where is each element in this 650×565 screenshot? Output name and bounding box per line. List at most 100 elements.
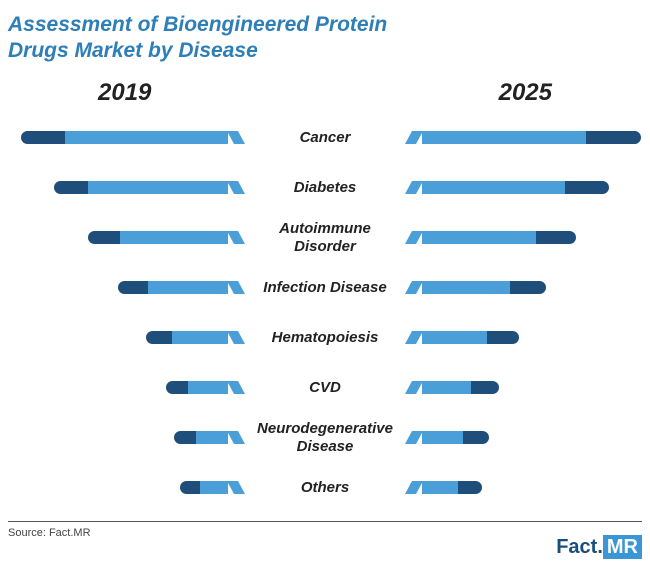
bar-slant-icon: [405, 181, 423, 194]
right-bar-wrap: [405, 481, 642, 494]
bar-slant-icon: [405, 331, 423, 344]
chart-container: Assessment of Bioengineered Protein Drug…: [8, 0, 642, 539]
right-bar-wrap: [405, 381, 642, 394]
left-bar-wrap: [8, 381, 245, 394]
bar-slant-icon: [227, 381, 245, 394]
bar-slant-icon: [405, 381, 423, 394]
right-bar: [405, 181, 610, 194]
bar-segment-light: [422, 481, 458, 494]
bar-slant-icon: [227, 431, 245, 444]
bar-slant-icon: [405, 431, 423, 444]
bar-segment-light: [65, 131, 228, 144]
right-bar: [405, 331, 520, 344]
bar-segment-light: [172, 331, 228, 344]
disease-label: Others: [245, 479, 405, 496]
chart-row: Autoimmune Disorder: [8, 217, 642, 259]
bar-segment-dark: [565, 181, 609, 194]
brand-logo: Fact.MR: [556, 536, 642, 559]
footer-rule: [8, 521, 642, 522]
bar-segment-dark: [463, 431, 489, 444]
right-bar: [405, 281, 547, 294]
right-bar: [405, 431, 490, 444]
bar-segment-light: [88, 181, 228, 194]
left-bar-wrap: [8, 131, 245, 144]
bar-segment-light: [196, 431, 228, 444]
year-header: 2019 2025: [8, 79, 642, 107]
bar-segment-dark: [536, 231, 576, 244]
left-bar: [87, 231, 245, 244]
bar-segment-dark: [471, 381, 499, 394]
left-bar: [20, 131, 245, 144]
bar-segment-light: [422, 331, 487, 344]
right-bar: [405, 381, 500, 394]
bar-segment-dark: [166, 381, 188, 394]
bar-segment-light: [422, 131, 586, 144]
bar-segment-dark: [180, 481, 200, 494]
chart-row: Infection Disease: [8, 267, 642, 309]
bar-segment-dark: [146, 331, 172, 344]
bar-segment-light: [148, 281, 228, 294]
bar-slant-icon: [227, 131, 245, 144]
right-bar: [405, 481, 483, 494]
bar-segment-dark: [118, 281, 148, 294]
chart-row: Hematopoiesis: [8, 317, 642, 359]
bar-slant-icon: [227, 181, 245, 194]
right-bar: [405, 231, 577, 244]
chart-rows: Cancer Diabetes Autoimmune Disorder Infecti…: [8, 117, 642, 509]
chart-row: Diabetes: [8, 167, 642, 209]
left-bar: [165, 381, 245, 394]
bar-segment-dark: [88, 231, 120, 244]
left-bar-wrap: [8, 231, 245, 244]
left-bar-wrap: [8, 181, 245, 194]
bar-segment-light: [188, 381, 228, 394]
bar-slant-icon: [405, 481, 423, 494]
bar-segment-light: [422, 231, 536, 244]
bar-segment-light: [422, 281, 510, 294]
disease-label: Hematopoiesis: [245, 329, 405, 346]
right-bar-wrap: [405, 331, 642, 344]
chart-row: Others: [8, 467, 642, 509]
bar-segment-dark: [174, 431, 196, 444]
title-line-1: Assessment of Bioengineered Protein: [8, 13, 387, 36]
bar-segment-dark: [586, 131, 641, 144]
right-bar-wrap: [405, 181, 642, 194]
bar-segment-dark: [487, 331, 519, 344]
year-left: 2019: [98, 79, 151, 107]
title-line-2: Drugs Market by Disease: [8, 39, 258, 62]
bar-slant-icon: [405, 231, 423, 244]
left-bar-wrap: [8, 431, 245, 444]
bar-slant-icon: [227, 231, 245, 244]
right-bar-wrap: [405, 431, 642, 444]
left-bar: [179, 481, 245, 494]
bar-slant-icon: [405, 131, 423, 144]
disease-label: Diabetes: [245, 179, 405, 196]
left-bar: [117, 281, 245, 294]
disease-label: Infection Disease: [245, 279, 405, 296]
bar-slant-icon: [405, 281, 423, 294]
left-bar-wrap: [8, 281, 245, 294]
chart-row: Cancer: [8, 117, 642, 159]
bar-segment-light: [422, 181, 565, 194]
disease-label: Autoimmune Disorder: [245, 220, 405, 255]
bar-slant-icon: [227, 281, 245, 294]
chart-title: Assessment of Bioengineered Protein Drug…: [8, 12, 642, 65]
left-bar: [53, 181, 245, 194]
bar-segment-dark: [510, 281, 546, 294]
bar-slant-icon: [227, 331, 245, 344]
left-bar-wrap: [8, 481, 245, 494]
brand-mr: MR: [603, 535, 642, 559]
left-bar: [145, 331, 245, 344]
right-bar-wrap: [405, 281, 642, 294]
bar-segment-light: [120, 231, 228, 244]
chart-row: CVD: [8, 367, 642, 409]
chart-row: Neurodegenerative Disease: [8, 417, 642, 459]
brand-fact: Fact: [556, 536, 597, 558]
bar-segment-light: [422, 381, 471, 394]
source-label: Source: Fact.MR: [8, 527, 642, 539]
bar-slant-icon: [227, 481, 245, 494]
right-bar: [405, 131, 642, 144]
left-bar: [173, 431, 245, 444]
right-bar-wrap: [405, 131, 642, 144]
year-right: 2025: [499, 79, 552, 107]
bar-segment-dark: [21, 131, 65, 144]
